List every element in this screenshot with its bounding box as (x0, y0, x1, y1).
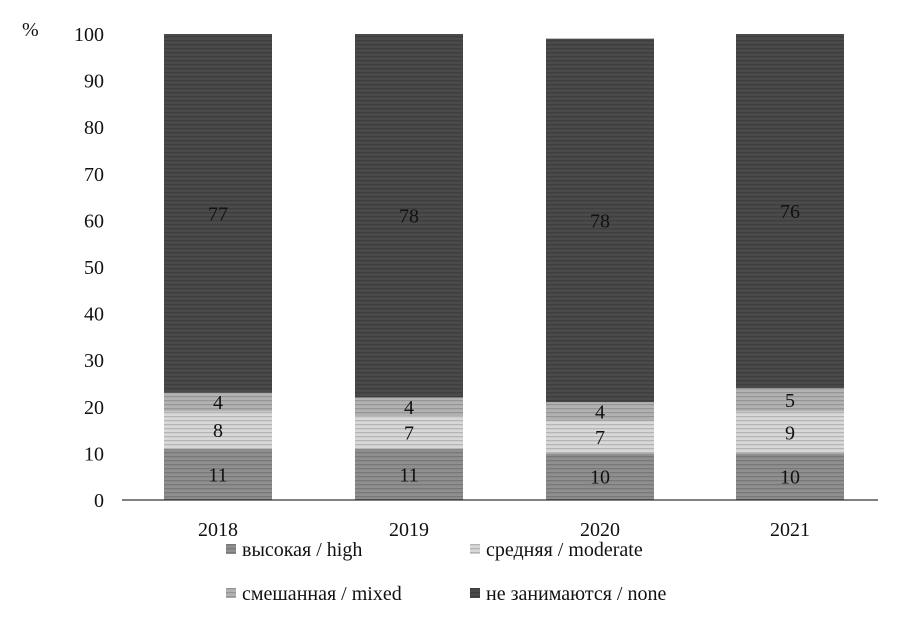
data-label: 5 (785, 390, 795, 412)
data-label: 8 (213, 420, 223, 442)
data-labels: 11 8 4 77 11 7 4 78 10 7 4 78 10 9 5 76 (208, 201, 800, 489)
y-tick-label: 10 (84, 443, 104, 465)
y-tick-label: 50 (84, 257, 104, 279)
data-label: 76 (780, 201, 800, 223)
y-tick-label: 60 (84, 210, 104, 232)
bar-segment-texture (164, 392, 272, 412)
data-label: 4 (404, 397, 414, 419)
y-tick-label: 70 (84, 164, 104, 186)
legend-swatch-texture (470, 544, 480, 554)
data-label: 7 (595, 427, 605, 449)
bar-segment-texture (546, 453, 654, 500)
y-axis-label: % (22, 19, 39, 41)
x-tick-label: 2020 (580, 519, 620, 541)
bar-segment-texture (736, 411, 844, 454)
y-tick-label: 100 (74, 24, 104, 46)
data-label: 78 (590, 210, 610, 232)
data-label: 4 (213, 392, 223, 414)
data-label: 7 (404, 422, 414, 444)
legend-swatch-texture (470, 588, 480, 598)
data-label: 78 (399, 206, 419, 228)
bar-segment-texture (736, 388, 844, 412)
legend-swatch-texture (226, 544, 236, 554)
data-label: 11 (208, 464, 227, 486)
bar-segment-texture (546, 420, 654, 454)
bar-segment-texture (546, 38, 654, 403)
y-tick-label: 40 (84, 304, 104, 326)
bar-segment-texture (736, 34, 844, 389)
legend: высокая / high средняя / moderate смешанна… (226, 539, 666, 605)
x-axis-ticks: 2018 2019 2020 2021 (198, 519, 810, 541)
legend-swatch-texture (226, 588, 236, 598)
data-label: 10 (590, 467, 610, 489)
y-tick-label: 30 (84, 350, 104, 372)
x-tick-label: 2019 (389, 519, 429, 541)
bar-segment-texture (164, 34, 272, 393)
legend-label: смешанная / mixed (242, 583, 402, 605)
y-tick-label: 80 (84, 117, 104, 139)
data-label: 77 (208, 203, 228, 225)
x-tick-label: 2018 (198, 519, 238, 541)
bar-segment-texture (736, 453, 844, 500)
legend-label: средняя / moderate (486, 539, 643, 561)
data-label: 10 (780, 467, 800, 489)
bar-segment-texture (355, 34, 463, 398)
legend-label: не занимаются / none (486, 583, 666, 605)
bar-segment-texture (355, 397, 463, 417)
data-label: 11 (399, 464, 418, 486)
y-tick-label: 90 (84, 71, 104, 93)
x-tick-label: 2021 (770, 519, 810, 541)
data-label: 9 (785, 422, 795, 444)
bars (164, 34, 844, 500)
y-axis-ticks: 0 10 20 30 40 50 60 70 80 90 100 (74, 24, 104, 512)
y-tick-label: 0 (94, 490, 104, 512)
bar-segment-texture (355, 416, 463, 449)
bar-segment-texture (546, 402, 654, 421)
bar-segment-texture (164, 448, 272, 500)
bar-segment-texture (164, 411, 272, 449)
legend-label: высокая / high (242, 539, 362, 561)
bar-segment-texture (355, 448, 463, 500)
y-tick-label: 20 (84, 397, 104, 419)
data-label: 4 (595, 401, 605, 423)
